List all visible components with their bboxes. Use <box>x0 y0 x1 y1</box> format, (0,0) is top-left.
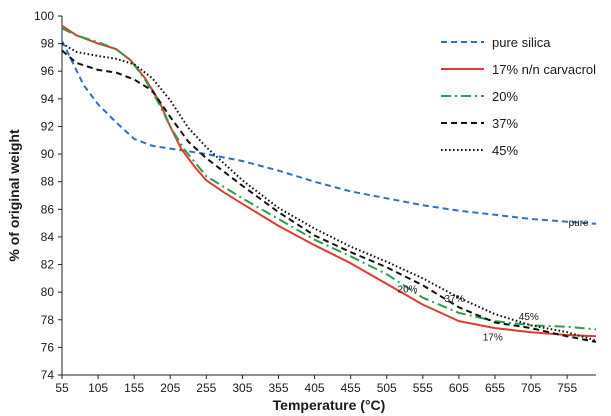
x-tick-label: 305 <box>232 381 252 395</box>
series-line-2 <box>61 24 597 338</box>
x-tick-label: 555 <box>413 381 433 395</box>
legend-label-3: 20% <box>492 89 518 104</box>
series-line-1 <box>61 40 597 225</box>
axes <box>61 16 596 376</box>
legend-label-5: 45% <box>492 143 518 158</box>
y-tick-label: 96 <box>41 64 55 78</box>
x-tick-label: 55 <box>55 381 69 395</box>
x-axis-title: Temperature (°C) <box>273 397 386 413</box>
y-tick-label: 98 <box>41 37 55 51</box>
x-tick-label: 255 <box>196 381 216 395</box>
y-tick-label: 74 <box>41 368 55 382</box>
y-tick-label: 90 <box>41 147 55 161</box>
x-tick-label: 405 <box>305 381 325 395</box>
y-tick-label: 94 <box>41 92 55 106</box>
y-axis-title: % of original weight <box>6 129 22 262</box>
legend: pure silica 17% n/n carvacrol 20% 37% 45% <box>441 35 596 158</box>
y-tick-label: 84 <box>41 230 55 244</box>
x-tick-label: 205 <box>160 381 180 395</box>
x-axis-ticks: 55 105 155 205 255 305 355 405 455 505 555 605 655 70… <box>55 375 577 395</box>
legend-label-2: 17% n/n carvacrol <box>492 62 596 77</box>
x-tick-label: 355 <box>268 381 288 395</box>
series-line-4 <box>61 49 597 343</box>
series-line-5 <box>61 42 597 342</box>
y-tick-label: 78 <box>41 313 55 327</box>
y-axis-ticks: 74 76 78 80 82 84 86 88 90 92 94 96 98 100 <box>34 9 62 382</box>
curve-annotation-label: 17% <box>483 333 503 344</box>
x-tick-label: 505 <box>377 381 397 395</box>
legend-label-4: 37% <box>492 116 518 131</box>
curve-annotations: pure 20% 37% 45% 17% <box>398 218 589 344</box>
x-tick-label: 105 <box>88 381 108 395</box>
curve-annotation-label: 20% <box>398 284 418 295</box>
curve-annotation-label: 37% <box>444 294 464 305</box>
series-line-3 <box>61 27 597 331</box>
y-tick-label: 92 <box>41 119 55 133</box>
curve-annotation-label: pure <box>569 218 589 229</box>
y-tick-label: 88 <box>41 175 55 189</box>
x-tick-label: 605 <box>449 381 469 395</box>
x-tick-label: 755 <box>557 381 577 395</box>
curve-annotation-label: 45% <box>519 312 539 323</box>
legend-label-1: pure silica <box>492 35 551 50</box>
y-tick-label: 82 <box>41 258 55 272</box>
x-tick-label: 655 <box>485 381 505 395</box>
x-tick-label: 705 <box>521 381 541 395</box>
x-tick-label: 455 <box>341 381 361 395</box>
y-tick-label: 80 <box>41 285 55 299</box>
x-tick-label: 155 <box>124 381 144 395</box>
y-tick-label: 76 <box>41 340 55 354</box>
y-tick-label: 86 <box>41 202 55 216</box>
series-lines <box>61 24 597 343</box>
y-tick-label: 100 <box>34 9 54 23</box>
